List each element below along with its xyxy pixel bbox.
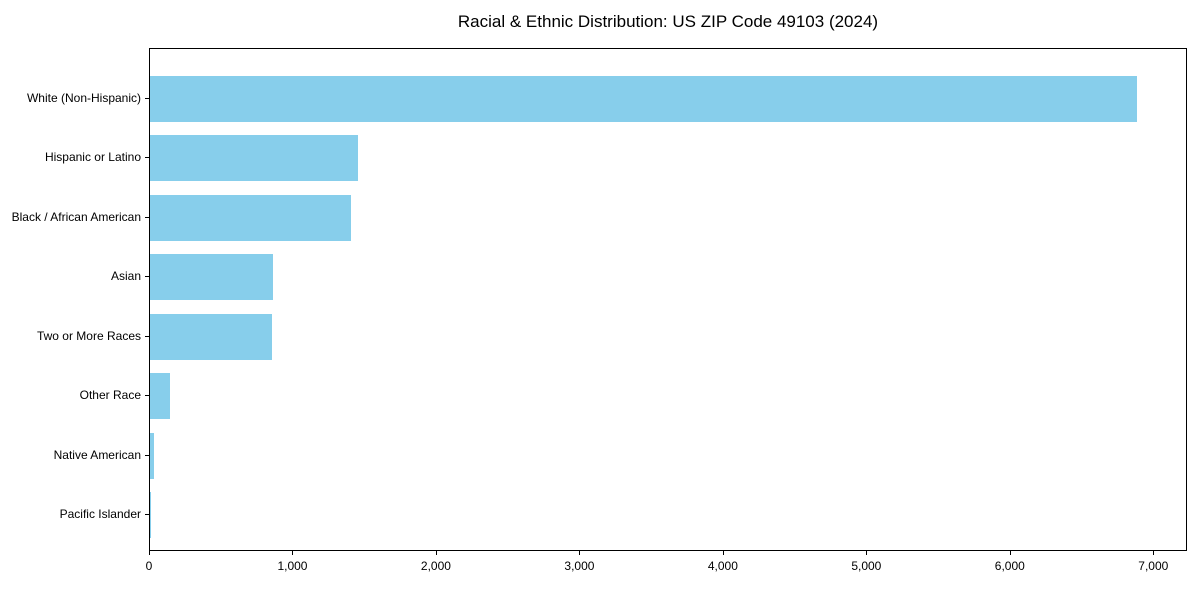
- x-tick-mark: [1009, 551, 1011, 555]
- x-tick-label: 0: [145, 559, 153, 573]
- y-tick-mark: [145, 276, 149, 278]
- x-tick-mark: [149, 551, 150, 555]
- x-tick-mark: [1153, 551, 1155, 555]
- x-tick-mark: [292, 551, 294, 555]
- y-tick-mark: [145, 157, 149, 159]
- y-tick-mark: [145, 514, 149, 516]
- x-tick-label: 7,000: [1138, 559, 1169, 573]
- x-tick-label: 4,000: [707, 559, 738, 573]
- bar: [150, 75, 1138, 122]
- x-tick-label: 5,000: [851, 559, 882, 573]
- y-tick-label: Pacific Islander: [59, 507, 141, 522]
- y-tick-mark: [145, 454, 149, 456]
- x-tick-mark: [435, 551, 437, 555]
- y-tick-mark: [145, 395, 149, 397]
- x-tick-mark: [866, 551, 868, 555]
- y-tick-label: Two or More Races: [36, 328, 141, 343]
- x-tick-mark: [722, 551, 724, 555]
- y-tick-mark: [145, 335, 149, 337]
- bar: [150, 432, 154, 479]
- y-tick-label: Other Race: [79, 388, 141, 403]
- bar: [150, 313, 272, 360]
- x-tick-label: 3,000: [564, 559, 595, 573]
- x-tick-label: 1,000: [277, 559, 308, 573]
- x-tick-mark: [579, 551, 581, 555]
- x-tick-label: 2,000: [420, 559, 451, 573]
- y-tick-mark: [145, 97, 149, 99]
- y-tick-mark: [145, 216, 149, 218]
- chart-title: Racial & Ethnic Distribution: US ZIP Cod…: [457, 12, 879, 31]
- bar: [150, 254, 274, 301]
- bar: [150, 135, 359, 182]
- y-tick-label: Asian: [110, 269, 141, 284]
- bar: [150, 492, 151, 539]
- bar: [150, 194, 351, 241]
- y-tick-label: White (Non-Hispanic): [26, 90, 141, 105]
- y-tick-label: Hispanic or Latino: [44, 150, 141, 165]
- bar: [150, 373, 171, 420]
- plot-area: [149, 48, 1187, 551]
- y-tick-label: Black / African American: [11, 209, 141, 224]
- x-tick-label: 6,000: [994, 559, 1025, 573]
- y-tick-label: Native American: [53, 447, 141, 462]
